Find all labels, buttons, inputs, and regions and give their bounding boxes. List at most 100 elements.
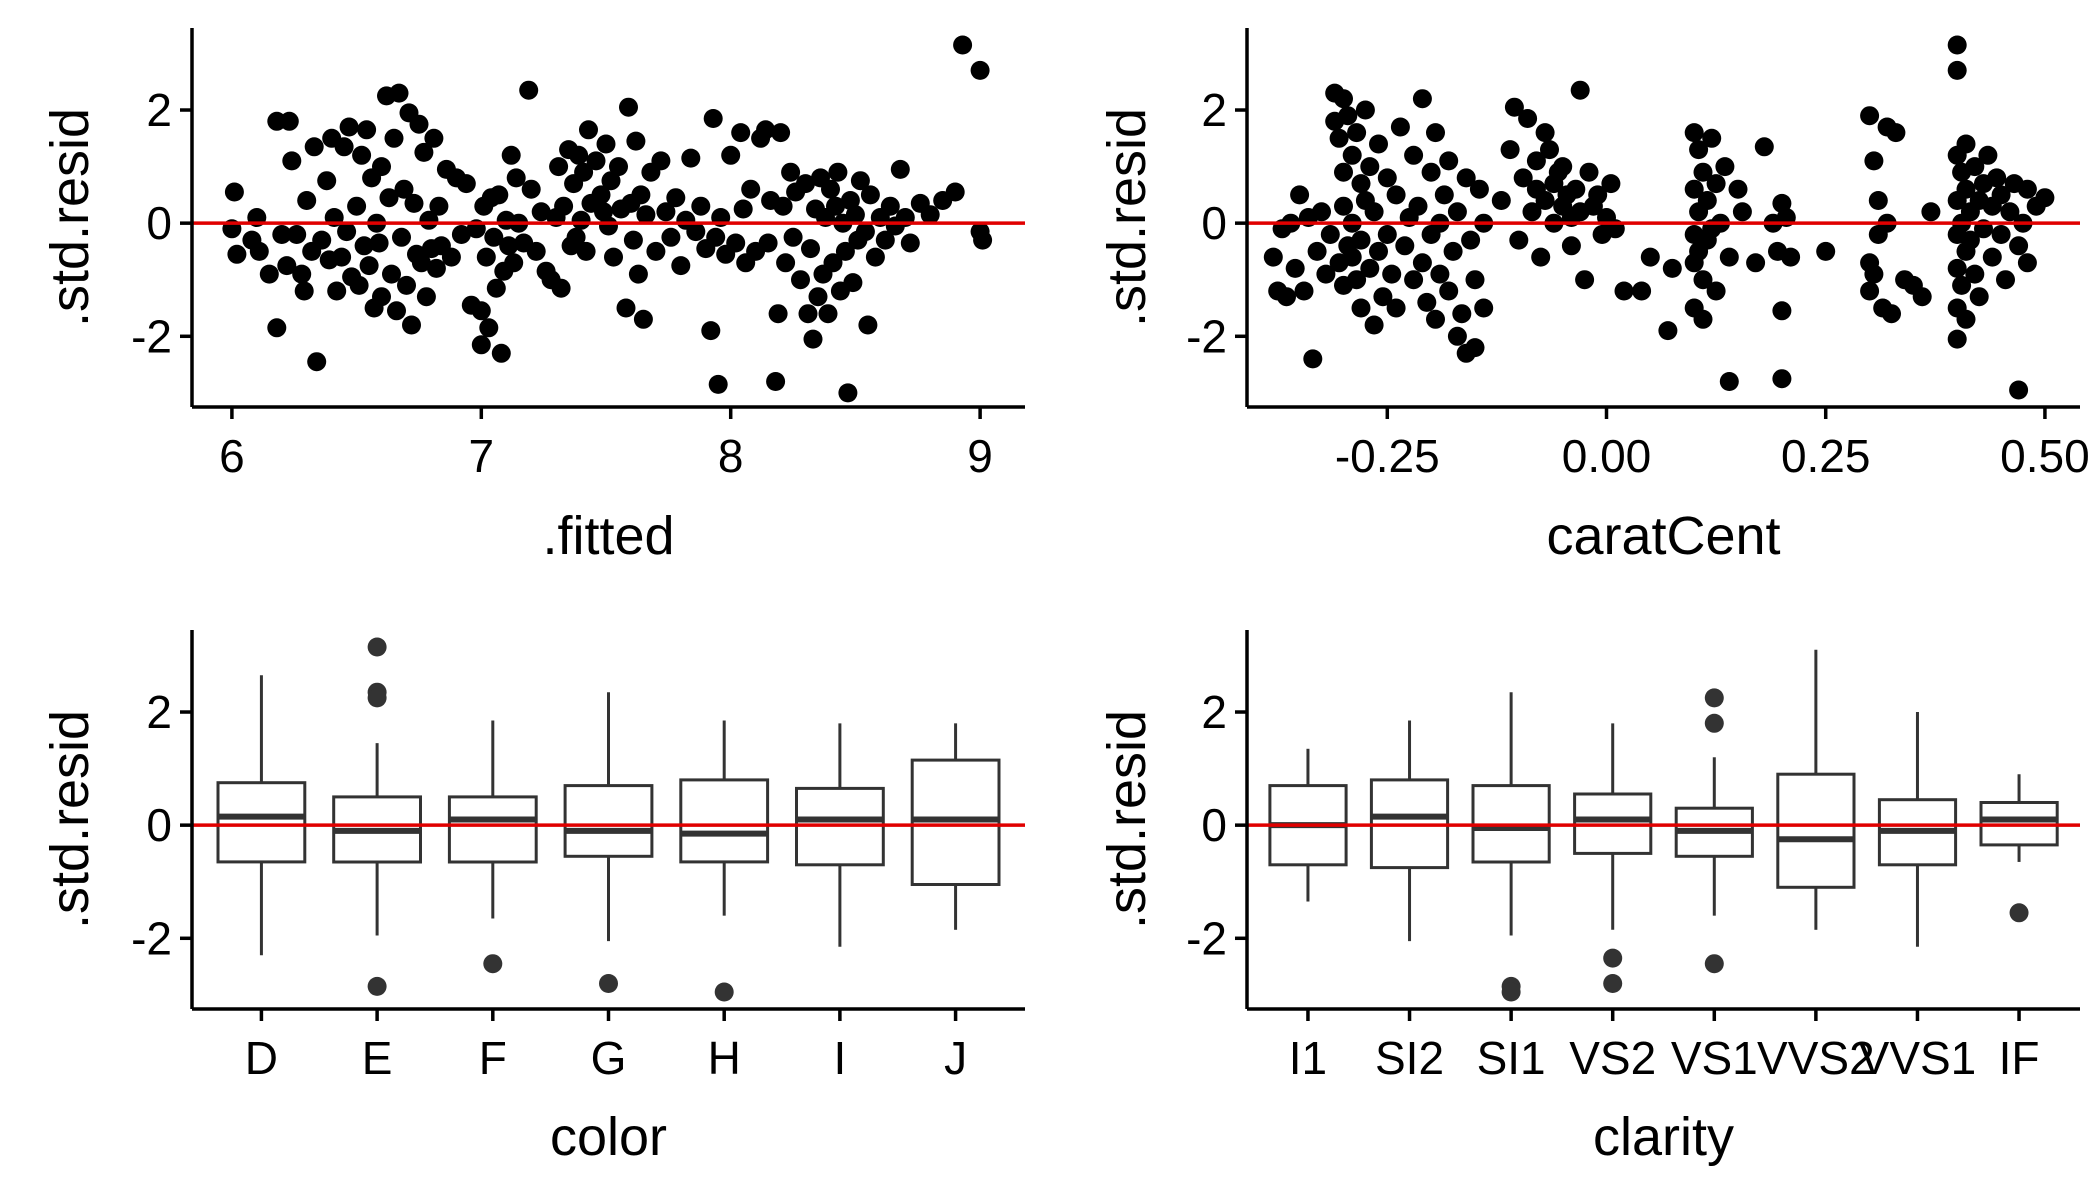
- data-point: [486, 278, 506, 298]
- y-tick-label: -2: [131, 310, 172, 362]
- data-point: [1947, 35, 1967, 55]
- data-point: [1561, 236, 1581, 256]
- data-point: [471, 335, 491, 355]
- data-point: [1360, 157, 1380, 177]
- data-point: [1285, 258, 1305, 278]
- data-point: [479, 318, 499, 338]
- data-point: [2017, 253, 2037, 273]
- data-point: [1996, 270, 2015, 290]
- box-F: [447, 720, 538, 974]
- data-point: [1364, 315, 1384, 335]
- data-point: [604, 247, 623, 267]
- data-point: [773, 196, 793, 216]
- data-point: [1412, 89, 1432, 109]
- data-point: [419, 210, 439, 230]
- data-point: [1369, 134, 1388, 154]
- iqr-box: [447, 795, 538, 864]
- data-point: [1518, 109, 1538, 128]
- data-point: [409, 114, 429, 134]
- data-point: [307, 352, 327, 372]
- data-point: [456, 174, 476, 194]
- data-point: [890, 159, 910, 179]
- data-point: [1347, 270, 1367, 290]
- data-point: [1417, 292, 1437, 312]
- x-tick-label: SI1: [1477, 1032, 1546, 1084]
- y-tick-label: -2: [1186, 912, 1227, 964]
- data-point: [1553, 157, 1573, 177]
- data-point: [1377, 225, 1397, 244]
- data-point: [838, 383, 858, 403]
- data-point: [1377, 168, 1397, 188]
- data-point: [1513, 168, 1533, 188]
- data-point: [601, 171, 621, 191]
- x-tick-label: -0.25: [1335, 430, 1440, 482]
- x-tick-label: VS1: [1671, 1032, 1758, 1084]
- data-point: [803, 329, 823, 349]
- data-point: [1868, 191, 1888, 210]
- data-point: [875, 230, 895, 250]
- iqr-box: [679, 778, 770, 864]
- data-point: [1860, 106, 1880, 126]
- box-H: [679, 720, 770, 1002]
- data-point: [706, 227, 726, 247]
- data-point: [312, 230, 332, 250]
- data-point: [1307, 241, 1327, 261]
- box-D: [216, 675, 307, 956]
- box-E: [332, 637, 423, 996]
- data-point: [599, 216, 618, 236]
- data-point: [1404, 270, 1424, 290]
- data-point: [1316, 264, 1336, 284]
- data-point: [835, 241, 855, 261]
- data-point: [1421, 162, 1441, 182]
- data-point: [1860, 281, 1880, 301]
- box-J: [910, 723, 1001, 930]
- data-point: [339, 117, 359, 137]
- box-VS1: [1674, 688, 1754, 974]
- data-point: [1474, 298, 1494, 318]
- data-point: [1355, 100, 1375, 120]
- data-point: [489, 185, 509, 205]
- data-point: [1640, 247, 1660, 267]
- data-point: [476, 247, 496, 267]
- data-point: [2000, 202, 2020, 222]
- data-point: [1864, 264, 1884, 284]
- iqr-box: [1776, 772, 1856, 889]
- data-point: [636, 205, 656, 225]
- data-point: [1882, 304, 1901, 324]
- data-point: [798, 304, 818, 324]
- x-tick-label: VVS1: [1859, 1032, 1977, 1084]
- data-point: [681, 148, 701, 168]
- data-point: [1693, 162, 1713, 182]
- data-point: [426, 258, 446, 278]
- data-point: [1277, 287, 1296, 307]
- data-point: [1347, 123, 1367, 143]
- data-point: [586, 151, 606, 171]
- x-tick-label: F: [479, 1032, 507, 1084]
- data-point: [304, 137, 324, 157]
- data-point: [708, 374, 728, 394]
- outlier-point: [367, 976, 387, 996]
- outlier-point: [1501, 982, 1521, 1002]
- data-point: [623, 230, 643, 250]
- y-tick-label: 0: [1201, 799, 1227, 851]
- data-point: [1439, 281, 1459, 301]
- data-point: [491, 343, 511, 363]
- data-point: [1693, 309, 1713, 329]
- data-point: [352, 145, 372, 165]
- data-point: [686, 222, 706, 242]
- data-point: [1693, 270, 1713, 290]
- y-tick-label: 2: [1201, 84, 1227, 136]
- data-point: [646, 241, 666, 261]
- data-point: [277, 256, 297, 276]
- data-point: [1408, 196, 1428, 216]
- data-point: [227, 244, 247, 264]
- data-point: [1531, 247, 1551, 267]
- data-point: [294, 281, 314, 301]
- data-point: [850, 171, 870, 191]
- data-point: [531, 202, 551, 222]
- data-point: [1439, 151, 1459, 171]
- outlier-point: [2009, 903, 2029, 923]
- data-point: [1535, 191, 1555, 210]
- data-point: [731, 123, 751, 143]
- data-point: [1956, 309, 1976, 329]
